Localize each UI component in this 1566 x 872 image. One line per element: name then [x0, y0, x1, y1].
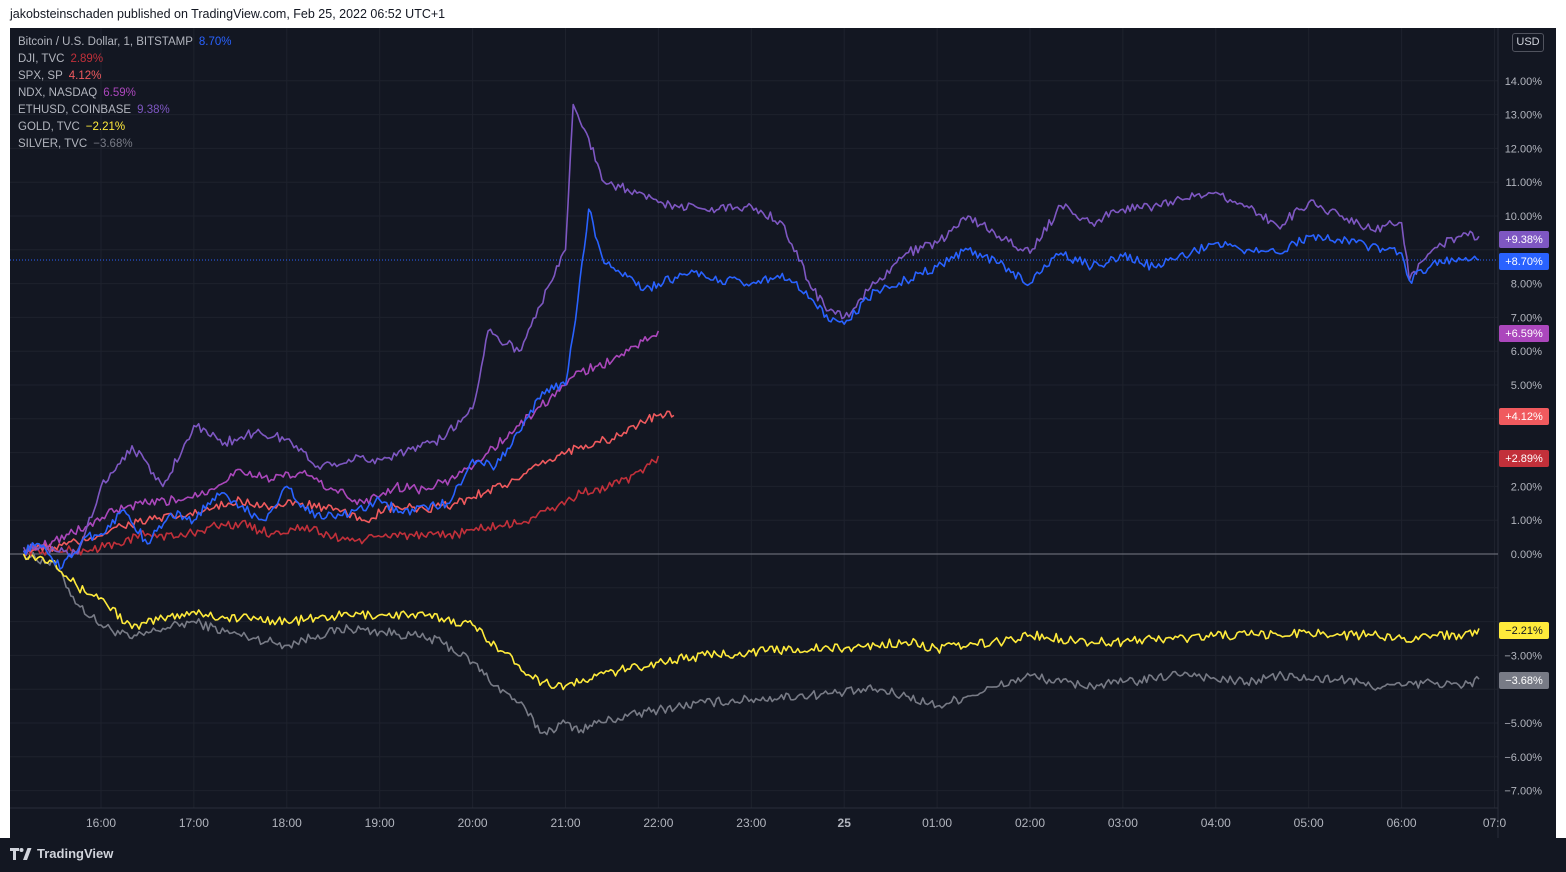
y-tick-label: −5.00%: [1504, 718, 1542, 730]
x-tick-label: 17:00: [179, 816, 209, 830]
publisher-line: jakobsteinschaden published on TradingVi…: [10, 7, 446, 21]
x-tick-label: 21:00: [550, 816, 580, 830]
badge-eth: +9.38%: [1499, 231, 1549, 248]
badge-bg: [1499, 231, 1549, 248]
badge-silver: −3.68%: [1499, 672, 1549, 689]
legend-name: SPX, SP: [18, 70, 63, 82]
x-tick-label: 22:00: [643, 816, 673, 830]
legend-value: 9.38%: [137, 104, 170, 116]
y-tick-label: 0.00%: [1511, 549, 1542, 561]
legend-item-spx[interactable]: SPX, SP 4.12%: [18, 68, 232, 85]
currency-button[interactable]: USD: [1512, 33, 1544, 52]
badge-label: +8.70%: [1505, 256, 1543, 268]
y-tick-label: 1.00%: [1511, 515, 1542, 527]
badge-bg: [1499, 325, 1549, 342]
legend-value: −2.21%: [85, 121, 126, 133]
badge-dji: +2.89%: [1499, 450, 1549, 467]
x-tick-label: 05:00: [1294, 816, 1324, 830]
badge-ndx: +6.59%: [1499, 325, 1549, 342]
legend-value: 4.12%: [68, 70, 102, 82]
tradingview-logo-icon: [10, 847, 32, 860]
x-tick-label: 25: [838, 816, 852, 830]
badge-bg: [1499, 622, 1549, 639]
y-tick-label: 5.00%: [1511, 380, 1542, 392]
x-tick-label: 04:00: [1201, 816, 1231, 830]
series-line-eth: [22, 103, 1480, 558]
legend-value: 2.89%: [70, 53, 104, 65]
badge-label: +6.59%: [1505, 328, 1543, 340]
series-line-dji: [22, 455, 660, 557]
legend-name: SILVER, TVC: [18, 138, 88, 150]
tradingview-brand: TradingView: [37, 846, 114, 861]
last-value-badges: +9.38% +8.70% +6.59% +4.12% +2.89% −2.21% −3.6…: [1499, 231, 1549, 689]
legend-item-gold[interactable]: GOLD, TVC −2.21%: [18, 119, 232, 136]
footer: [0, 838, 1566, 872]
series-legend: Bitcoin / U.S. Dollar, 1, BITSTAMP 8.70% …: [18, 34, 232, 153]
y-tick-label: 12.00%: [1505, 143, 1543, 155]
series-lines: [10, 103, 1498, 736]
y-tick-label: 13.00%: [1505, 110, 1543, 122]
x-tick-label: 06:00: [1387, 816, 1417, 830]
badge-label: −2.21%: [1505, 625, 1543, 637]
y-tick-label: 6.00%: [1511, 346, 1542, 358]
legend-name: GOLD, TVC: [18, 121, 80, 133]
y-tick-label: −3.00%: [1504, 650, 1542, 662]
legend-name: Bitcoin / U.S. Dollar, 1, BITSTAMP: [18, 36, 193, 48]
badge-bg: [1499, 672, 1549, 689]
price-comparison-chart[interactable]: 14.00% 13.00% 12.00% 11.00% 10.00% 8.00% 7.00%…: [10, 28, 1556, 838]
series-line-gold: [22, 552, 1480, 691]
x-tick-label: 18:00: [272, 816, 302, 830]
y-tick-label: −6.00%: [1504, 752, 1542, 764]
series-line-btc: [22, 208, 1480, 570]
badge-label: +9.38%: [1505, 234, 1543, 246]
x-tick-label: 03:00: [1108, 816, 1138, 830]
legend-value: −3.68%: [93, 138, 133, 150]
y-tick-label: 14.00%: [1505, 76, 1543, 88]
badge-label: −3.68%: [1505, 675, 1543, 687]
badge-label: +4.12%: [1505, 411, 1543, 423]
chart-area[interactable]: [10, 28, 1556, 838]
price-axis: 14.00% 13.00% 12.00% 11.00% 10.00% 8.00% 7.00%…: [1504, 76, 1542, 798]
x-tick-label: 20:00: [458, 816, 488, 830]
legend-item-silver[interactable]: SILVER, TVC −3.68%: [18, 136, 232, 153]
badge-bg: [1499, 408, 1549, 425]
y-tick-label: 11.00%: [1506, 177, 1543, 189]
legend-item-ndx[interactable]: NDX, NASDAQ 6.59%: [18, 85, 232, 102]
tradingview-logo[interactable]: TradingView: [10, 846, 113, 861]
series-line-ndx: [22, 330, 660, 556]
badge-bg: [1499, 450, 1549, 467]
y-tick-label: −7.00%: [1504, 786, 1542, 798]
y-tick-label: 2.00%: [1511, 481, 1542, 493]
y-tick-label: 7.00%: [1511, 312, 1542, 324]
x-tick-label: 07:0: [1483, 816, 1507, 830]
legend-item-dji[interactable]: DJI, TVC 2.89%: [18, 51, 232, 68]
y-tick-label: 10.00%: [1505, 211, 1543, 223]
y-tick-label: 8.00%: [1511, 279, 1542, 291]
badge-btc: +8.70%: [1499, 253, 1549, 270]
badge-gold: −2.21%: [1499, 622, 1549, 639]
legend-value: 8.70%: [198, 36, 232, 48]
x-tick-label: 23:00: [736, 816, 766, 830]
x-tick-label: 19:00: [365, 816, 395, 830]
badge-bg: [1499, 253, 1549, 270]
legend-name: DJI, TVC: [18, 53, 65, 65]
legend-item-btc[interactable]: Bitcoin / U.S. Dollar, 1, BITSTAMP 8.70%: [18, 34, 232, 51]
badge-spx: +4.12%: [1499, 408, 1549, 425]
x-tick-label: 01:00: [922, 816, 952, 830]
series-line-silver: [22, 551, 1480, 736]
x-tick-label: 02:00: [1015, 816, 1045, 830]
chart-grid: [10, 28, 1499, 838]
legend-value: 6.59%: [103, 87, 136, 99]
legend-item-eth[interactable]: ETHUSD, COINBASE 9.38%: [18, 102, 232, 119]
legend-name: NDX, NASDAQ: [18, 87, 98, 99]
time-axis: 16:00 17:00 18:00 19:00 20:00 21:00 22:00 23:00…: [86, 816, 1507, 830]
publish-header: jakobsteinschaden published on TradingVi…: [0, 0, 1566, 28]
series-line-spx: [22, 410, 675, 556]
legend-name: ETHUSD, COINBASE: [18, 104, 132, 116]
x-tick-label: 16:00: [86, 816, 116, 830]
badge-label: +2.89%: [1505, 453, 1543, 465]
